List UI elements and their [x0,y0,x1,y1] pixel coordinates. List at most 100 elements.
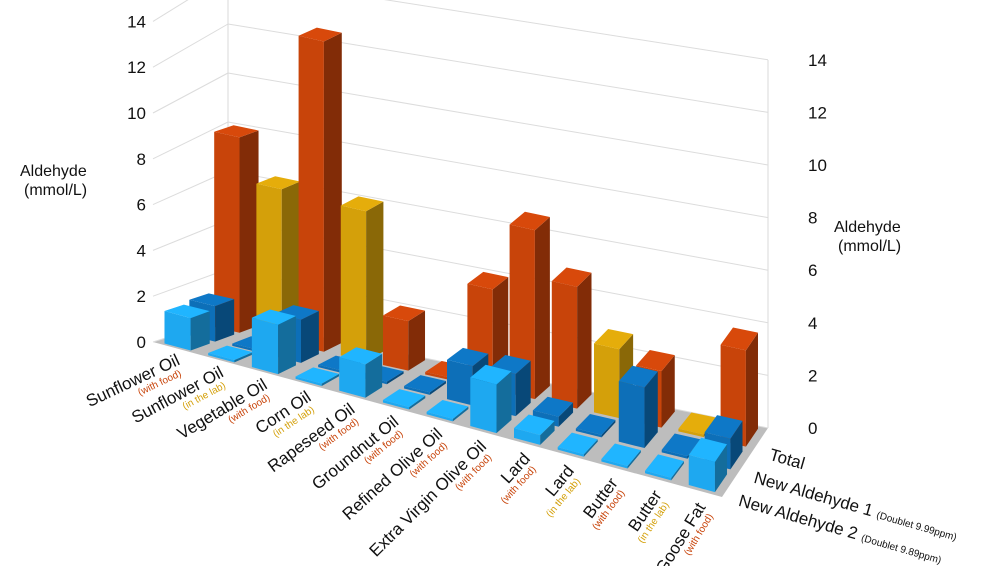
y-tick-right: 14 [808,51,827,70]
bar-side-face [323,32,342,352]
gridline-left [152,72,229,114]
bar-side-face [452,406,469,422]
bar-front-face [601,458,628,469]
bar-side-face [366,201,384,362]
series-name-text: Total [767,445,807,473]
bar-front-face [618,381,645,449]
bar-side-face [661,355,675,428]
gridline-left [152,121,229,160]
series-label: Total [767,445,807,473]
y-tick-left: 0 [137,333,146,352]
bar-top-face [509,211,550,231]
bar-top-face [189,293,235,307]
bar-top-face [447,347,489,367]
bar-side-face [627,450,641,469]
bar-front-face [318,364,344,374]
bar [382,389,426,410]
bar-top-face [404,375,446,393]
y-tick-right: 12 [808,103,827,122]
bar-front-face [513,428,541,445]
bar-side-face [730,420,743,470]
bar-side-face [429,380,446,395]
bar-top-face [513,414,555,436]
bar-top-face [720,327,758,351]
bar-front-face [425,371,451,381]
bar-front-face [214,131,240,333]
bar [256,176,301,343]
bar-front-face [645,470,672,481]
bar-front-face [404,386,430,395]
bar-side-face [278,315,296,375]
bar-front-face [382,400,410,410]
series-name-sub: (Doublet 9.99ppm) [875,510,958,543]
y-tick-right: 4 [808,314,817,333]
bar-front-face [164,310,191,351]
bar-side-face [496,371,512,434]
bar-side-face [190,311,210,351]
bar-side-face [386,371,404,385]
y-tick-left: 8 [137,150,146,169]
y-tick-right: 6 [808,261,817,280]
bar [618,365,658,449]
bar-top-face [256,176,301,190]
bar [382,305,426,371]
bar-top-face [661,433,701,457]
bar-top-face [551,267,592,287]
y-tick-right: 0 [808,419,817,438]
y-tick-left: 10 [127,104,146,123]
bar-side-face [515,360,531,417]
y-tick-right: 10 [808,156,827,175]
bar-front-face [298,35,324,352]
bar-top-face [208,345,253,361]
bar-top-face [467,271,509,290]
y-tick-left: 12 [127,58,146,77]
bar-top-face [382,305,426,322]
bar-top-face [532,396,574,417]
bar-front-face [251,317,279,375]
gridline-left [152,0,189,22]
bar-top-face [340,196,384,212]
bar-side-face [534,216,550,400]
category-label: Lard(with food) [497,449,539,506]
bar-front-face [256,183,282,343]
bar-side-face [281,181,301,343]
bar-side-face [714,444,728,493]
bar [575,414,616,438]
category-label: Butter(with food) [579,474,627,532]
bar [214,125,259,333]
bar-front-face [688,454,715,493]
bar-side-face [215,299,235,342]
bar-side-face [300,311,319,363]
bar-front-face [593,343,620,419]
bar-side-face [239,130,259,333]
bar-top-face [593,328,634,350]
category-label: Lard(in the lab) [542,462,583,520]
bar-top-face [298,27,342,42]
bar-side-face [745,332,758,447]
bar-top-face [295,367,340,384]
y-tick-left: 2 [137,287,146,306]
bar-side-face [671,460,684,481]
bar-front-face [340,205,367,362]
y-axis-title-left-unit: (mmol/L) [24,182,87,199]
bar-top-face [704,415,743,439]
bar-front-face [295,376,322,386]
bar-front-face [551,281,578,409]
bar-front-face [426,411,453,422]
bar-top-face [601,443,641,467]
bar-side-face [644,371,658,449]
y-tick-right: 8 [808,209,817,228]
y-axis-title-left: Aldehyde [20,163,87,180]
bar-side-face [234,352,253,363]
bar-front-face [447,359,473,406]
bar-top-face [645,454,684,478]
bar-side-face [583,439,598,457]
bar-front-face [661,449,688,459]
bar-front-face [678,428,704,438]
bar-top-face [575,414,616,435]
bar [551,267,592,409]
bar [340,196,384,362]
bar-side-face [577,272,592,409]
gridline-left [152,23,229,68]
gridline-back [383,0,769,61]
